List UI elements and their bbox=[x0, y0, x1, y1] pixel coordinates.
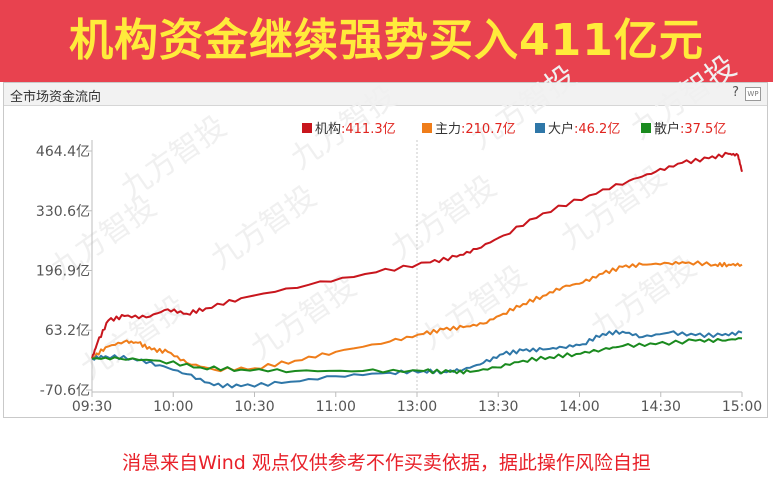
legend-series-name: 大户 bbox=[548, 121, 574, 137]
series-line-大户 bbox=[91, 329, 743, 389]
watermark: 九方智投 bbox=[115, 109, 233, 206]
watermark: 九方智投 bbox=[555, 159, 673, 256]
x-tick-label: 10:00 bbox=[153, 399, 193, 415]
x-tick-label: 13:00 bbox=[397, 399, 437, 415]
series-line-主力 bbox=[91, 260, 743, 373]
panel-title: 全市场资金流向 bbox=[10, 90, 102, 105]
watermark: 九方智投 bbox=[385, 169, 503, 266]
x-tick-label: 13:30 bbox=[478, 399, 518, 415]
legend-swatch bbox=[641, 123, 651, 133]
x-tick-label: 09:30 bbox=[72, 399, 112, 415]
banner: 机构资金继续强势买入411亿元 bbox=[0, 0, 773, 82]
legend-series-name: 散户 bbox=[654, 121, 680, 137]
x-tick-label: 15:00 bbox=[722, 399, 762, 415]
watermark: 九方智投 bbox=[205, 179, 323, 276]
panel-header: 全市场资金流向 ? WP bbox=[4, 83, 767, 106]
legend-series-name: 主力 bbox=[435, 122, 461, 137]
chart-panel: 全市场资金流向 ? WP bbox=[3, 82, 768, 418]
banner-title: 机构资金继续强势买入411亿元 bbox=[69, 15, 704, 66]
series-line-散户 bbox=[91, 337, 743, 375]
legend-value: :46.2亿 bbox=[574, 122, 620, 137]
legend-swatch bbox=[535, 123, 545, 133]
legend-series-name: 机构 bbox=[315, 122, 341, 137]
legend-swatch bbox=[422, 123, 432, 133]
watermark: 九方智投 bbox=[245, 269, 363, 366]
y-tick-label: 196.9亿 bbox=[36, 264, 90, 280]
legend-value: :37.5亿 bbox=[680, 122, 726, 137]
x-tick-label: 14:00 bbox=[559, 399, 599, 415]
series-line-机构 bbox=[91, 151, 743, 359]
legend-value: :210.7亿 bbox=[461, 122, 516, 137]
y-tick-label: 63.2亿 bbox=[45, 323, 90, 339]
y-tick-label: -70.6亿 bbox=[40, 383, 90, 399]
legend-swatch bbox=[302, 123, 312, 133]
x-tick-label: 11:00 bbox=[316, 399, 356, 415]
question-mark-icon[interactable]: ? bbox=[732, 85, 739, 100]
x-tick-label: 14:30 bbox=[641, 399, 681, 415]
wp-logo-icon[interactable]: WP bbox=[745, 87, 761, 101]
y-tick-label: 330.6亿 bbox=[36, 204, 90, 220]
x-tick-label: 10:30 bbox=[234, 399, 274, 415]
legend-value: :411.3亿 bbox=[341, 122, 396, 137]
disclaimer-text: 消息来自Wind 观点仅供参考不作买卖依据，据此操作风险自担 bbox=[122, 452, 651, 474]
watermark: 九方智投 bbox=[465, 59, 583, 156]
y-tick-label: 464.4亿 bbox=[36, 144, 90, 160]
